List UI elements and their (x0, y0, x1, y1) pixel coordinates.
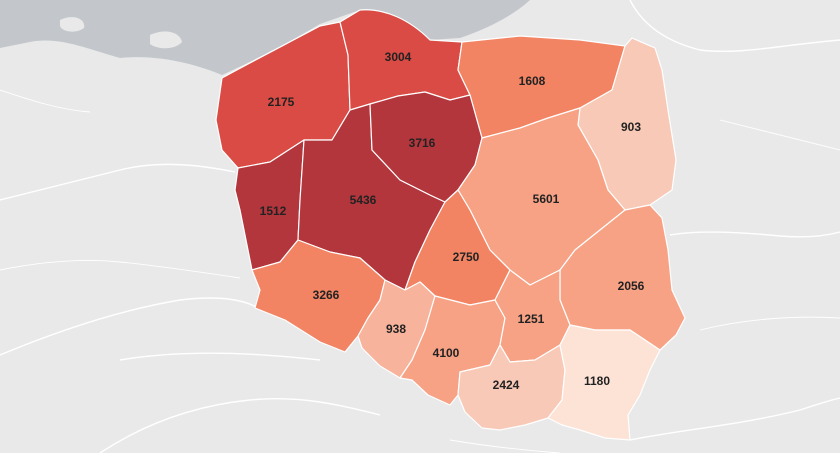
border-line (119, 352, 321, 361)
border-line (719, 119, 840, 151)
border-line (99, 397, 381, 453)
border-line (629, 0, 840, 53)
border-line (0, 89, 91, 113)
baltic-sea (0, 0, 530, 75)
border-line (669, 231, 840, 238)
region-podkarpackie[interactable] (547, 324, 661, 441)
island-shape (150, 31, 182, 49)
border-line (449, 439, 561, 453)
island-shape (60, 17, 85, 32)
border-line (699, 316, 840, 331)
border-line (0, 297, 259, 356)
border-line (629, 397, 840, 441)
border-line (0, 163, 236, 201)
border-line (0, 259, 241, 279)
